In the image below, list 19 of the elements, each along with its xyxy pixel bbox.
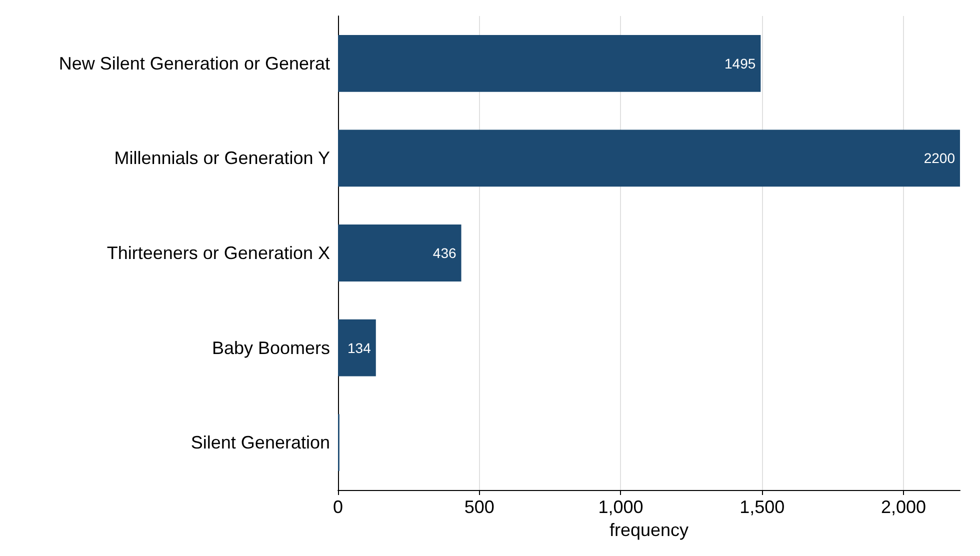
- bar: [338, 130, 960, 187]
- x-tick-label: 1,500: [740, 497, 785, 517]
- x-tick-label: 1,000: [598, 497, 644, 517]
- x-tick-label: 500: [464, 497, 494, 517]
- bar: [338, 34, 761, 92]
- bar: [338, 319, 376, 376]
- y-tick-label: New Silent Generation or Generat: [58, 53, 330, 74]
- data-label: 2200: [924, 150, 956, 166]
- y-tick-label: Silent Generation: [190, 432, 330, 453]
- x-tick-label: 2,000: [880, 497, 926, 517]
- y-tick-label: Thirteeners or Generation X: [106, 243, 330, 263]
- data-label: 1495: [724, 55, 756, 72]
- y-tick-label: Millennials or Generation Y: [114, 148, 330, 168]
- x-axis-title: frequency: [609, 520, 689, 540]
- y-tick-label: Baby Boomers: [212, 338, 330, 358]
- bar: [338, 224, 462, 282]
- x-tick-label: 0: [332, 497, 344, 517]
- data-label: 134: [348, 340, 372, 356]
- data-label: 436: [432, 245, 456, 261]
